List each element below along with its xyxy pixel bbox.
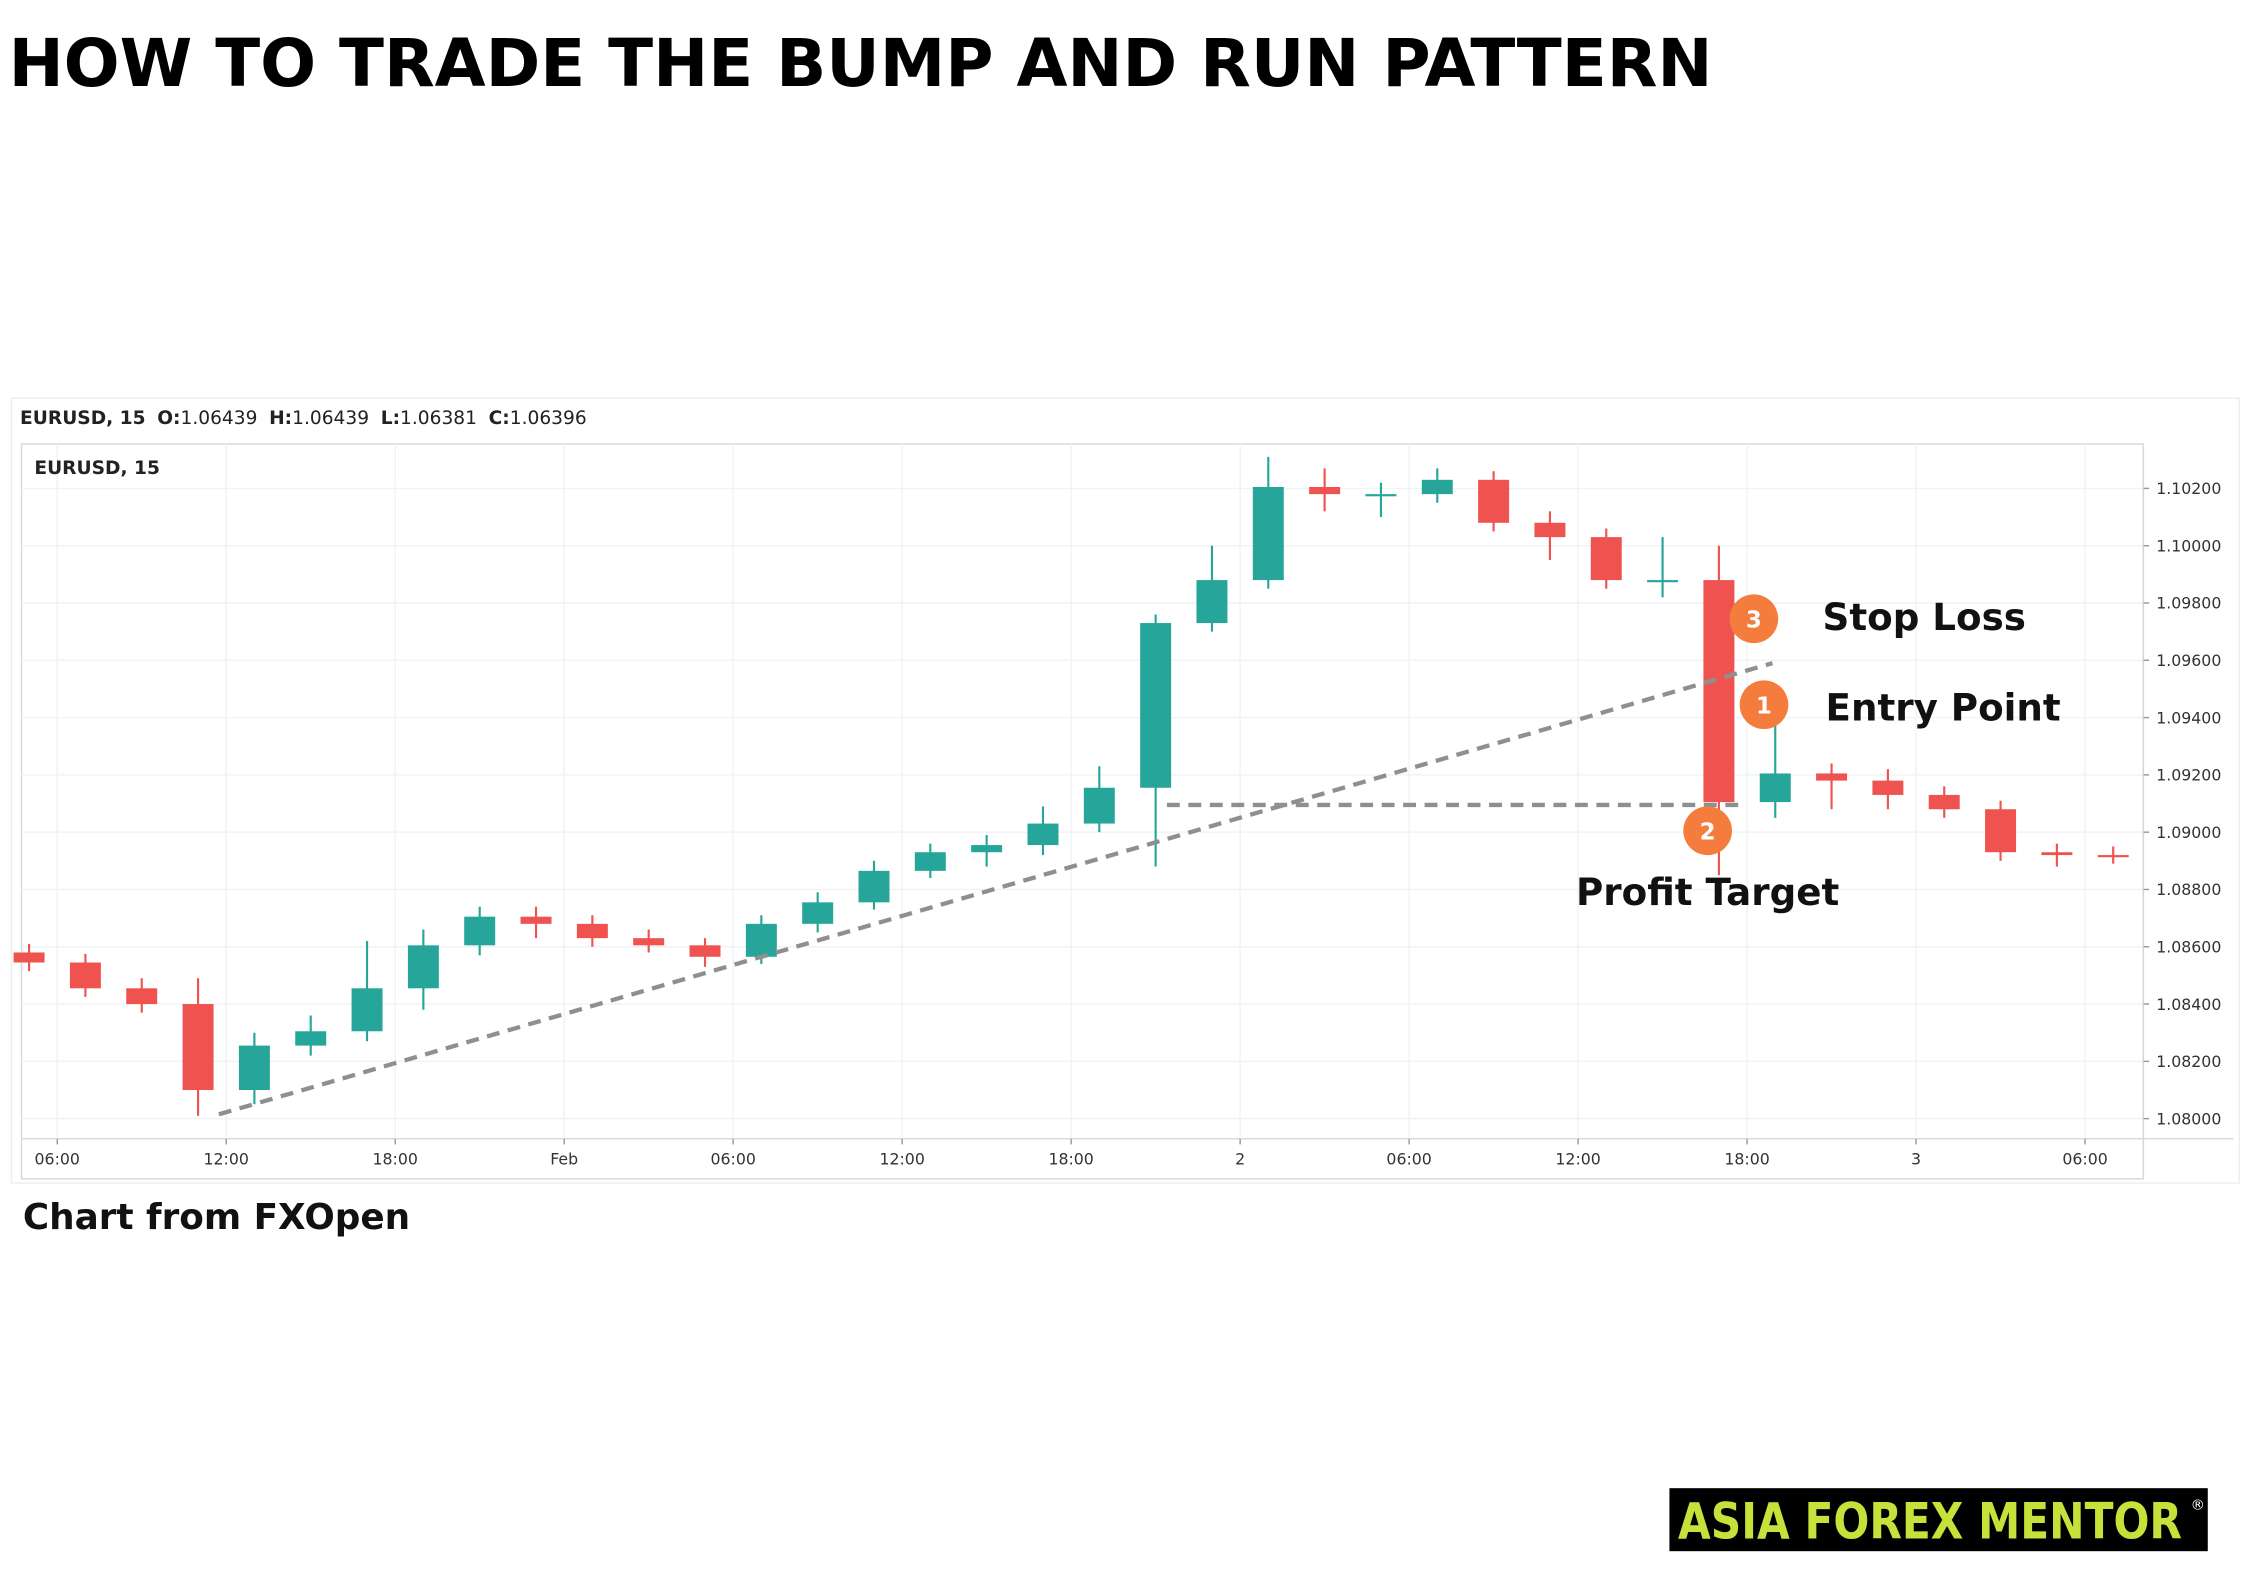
- candle-body: [1083, 787, 1115, 824]
- candle-body: [971, 845, 1003, 853]
- pattern-line: [218, 661, 1774, 1117]
- field-value: 1.06439: [292, 408, 369, 429]
- candle-body: [1590, 537, 1622, 581]
- chart-label: EURUSD, 15: [34, 458, 160, 479]
- annotation: Entry Point: [1826, 685, 2061, 729]
- candle-body: [858, 870, 890, 903]
- y-tick-label: 1.10000: [2156, 536, 2221, 555]
- marker: [1739, 680, 1789, 730]
- x-tick-label: 12:00: [879, 1149, 924, 1168]
- y-tick-label: 1.09600: [2156, 651, 2221, 670]
- y-tick-label: 1.08400: [2156, 995, 2221, 1014]
- y-tick-label: 1.09000: [2156, 823, 2221, 842]
- candle-body: [1534, 522, 1566, 538]
- candle-body: [1309, 486, 1341, 495]
- y-tick-label: 1.09400: [2156, 708, 2221, 727]
- y-tick-label: 1.09200: [2156, 766, 2221, 785]
- x-tick-label: 2: [1235, 1149, 1245, 1168]
- field-label: O:: [157, 408, 180, 429]
- candle-body: [2041, 852, 2073, 856]
- marker-label: 2: [1700, 819, 1716, 845]
- candle-body: [238, 1045, 270, 1090]
- logo-text: ASIA FOREX MENTOR: [1678, 1491, 2182, 1550]
- candle-body: [802, 902, 834, 924]
- candle-body: [182, 1004, 214, 1090]
- y-tick-label: 1.10200: [2156, 479, 2221, 498]
- legend-bar: EURUSD, 15 O:1.06439 H:1.06439 L:1.06381…: [20, 408, 587, 429]
- marker-label: 3: [1746, 607, 1762, 633]
- y-tick-label: 1.08000: [2156, 1109, 2221, 1128]
- source: Chart from FXOpen: [23, 1197, 410, 1238]
- marker-label: 1: [1756, 693, 1772, 719]
- logo-mark: ®: [2191, 1498, 2205, 1514]
- candle-body: [2097, 855, 2129, 858]
- candle-body: [1478, 479, 1510, 523]
- candle-body: [1252, 486, 1284, 581]
- x-tick-label: 18:00: [373, 1149, 418, 1168]
- candle-body: [914, 852, 946, 871]
- field-value: 1.06396: [510, 408, 587, 429]
- candle-body: [1759, 773, 1791, 803]
- field-label: L:: [381, 408, 400, 429]
- candle-body: [745, 923, 777, 957]
- y-tick-label: 1.08600: [2156, 937, 2221, 956]
- annotation: Stop Loss: [1823, 595, 2026, 639]
- chart-frame: [10, 397, 2240, 1184]
- candle-body: [126, 988, 158, 1005]
- annotation: Profit Target: [1576, 870, 1839, 914]
- x-tick-label: 18:00: [1724, 1149, 1769, 1168]
- logo-bg: [1669, 1488, 2208, 1552]
- x-tick-label: 06:00: [2062, 1149, 2107, 1168]
- field-label: C:: [489, 408, 510, 429]
- field-value: 1.06381: [400, 408, 477, 429]
- logo: ASIA FOREX MENTOR ®: [1669, 1488, 2208, 1552]
- candle-body: [1421, 479, 1453, 495]
- y-tick-label: 1.08200: [2156, 1052, 2221, 1071]
- candle-body: [1196, 580, 1228, 624]
- candle-body: [1703, 580, 1735, 803]
- candle-body: [351, 988, 383, 1032]
- x-tick-label: 3: [1911, 1149, 1921, 1168]
- candle-body: [295, 1031, 327, 1046]
- candle-body: [1816, 773, 1848, 781]
- x-tick-label: 06:00: [1386, 1149, 1431, 1168]
- symbol: EURUSD, 15: [20, 408, 146, 429]
- candle-body: [633, 938, 665, 946]
- candle-body: [1647, 580, 1679, 583]
- marker: [1729, 594, 1779, 644]
- x-tick-label: 18:00: [1048, 1149, 1093, 1168]
- x-tick-label: 12:00: [204, 1149, 249, 1168]
- candle-body: [520, 916, 552, 924]
- field-label: H:: [269, 408, 292, 429]
- candle-body: [1027, 823, 1059, 846]
- x-tick-label: Feb: [550, 1149, 578, 1168]
- candle-body: [13, 952, 45, 963]
- candle-body: [1872, 780, 1904, 795]
- candle-body: [464, 916, 496, 946]
- page-title: HOW TO TRADE THE BUMP AND RUN PATTERN: [9, 25, 1713, 102]
- candle-body: [1928, 794, 1960, 810]
- candle-body: [407, 945, 439, 989]
- candle-body: [576, 923, 608, 939]
- candle-body: [1140, 623, 1172, 788]
- candle-body: [689, 945, 721, 957]
- y-tick-label: 1.09800: [2156, 594, 2221, 613]
- y-tick-label: 1.08800: [2156, 880, 2221, 899]
- field-value: 1.06439: [180, 408, 257, 429]
- x-tick-label: 06:00: [35, 1149, 80, 1168]
- x-tick-label: 12:00: [1555, 1149, 1600, 1168]
- candle-body: [1985, 809, 2017, 853]
- candle-body: [69, 962, 101, 989]
- marker: [1683, 806, 1732, 856]
- x-tick-label: 06:00: [710, 1149, 755, 1168]
- candle-body: [1365, 494, 1397, 497]
